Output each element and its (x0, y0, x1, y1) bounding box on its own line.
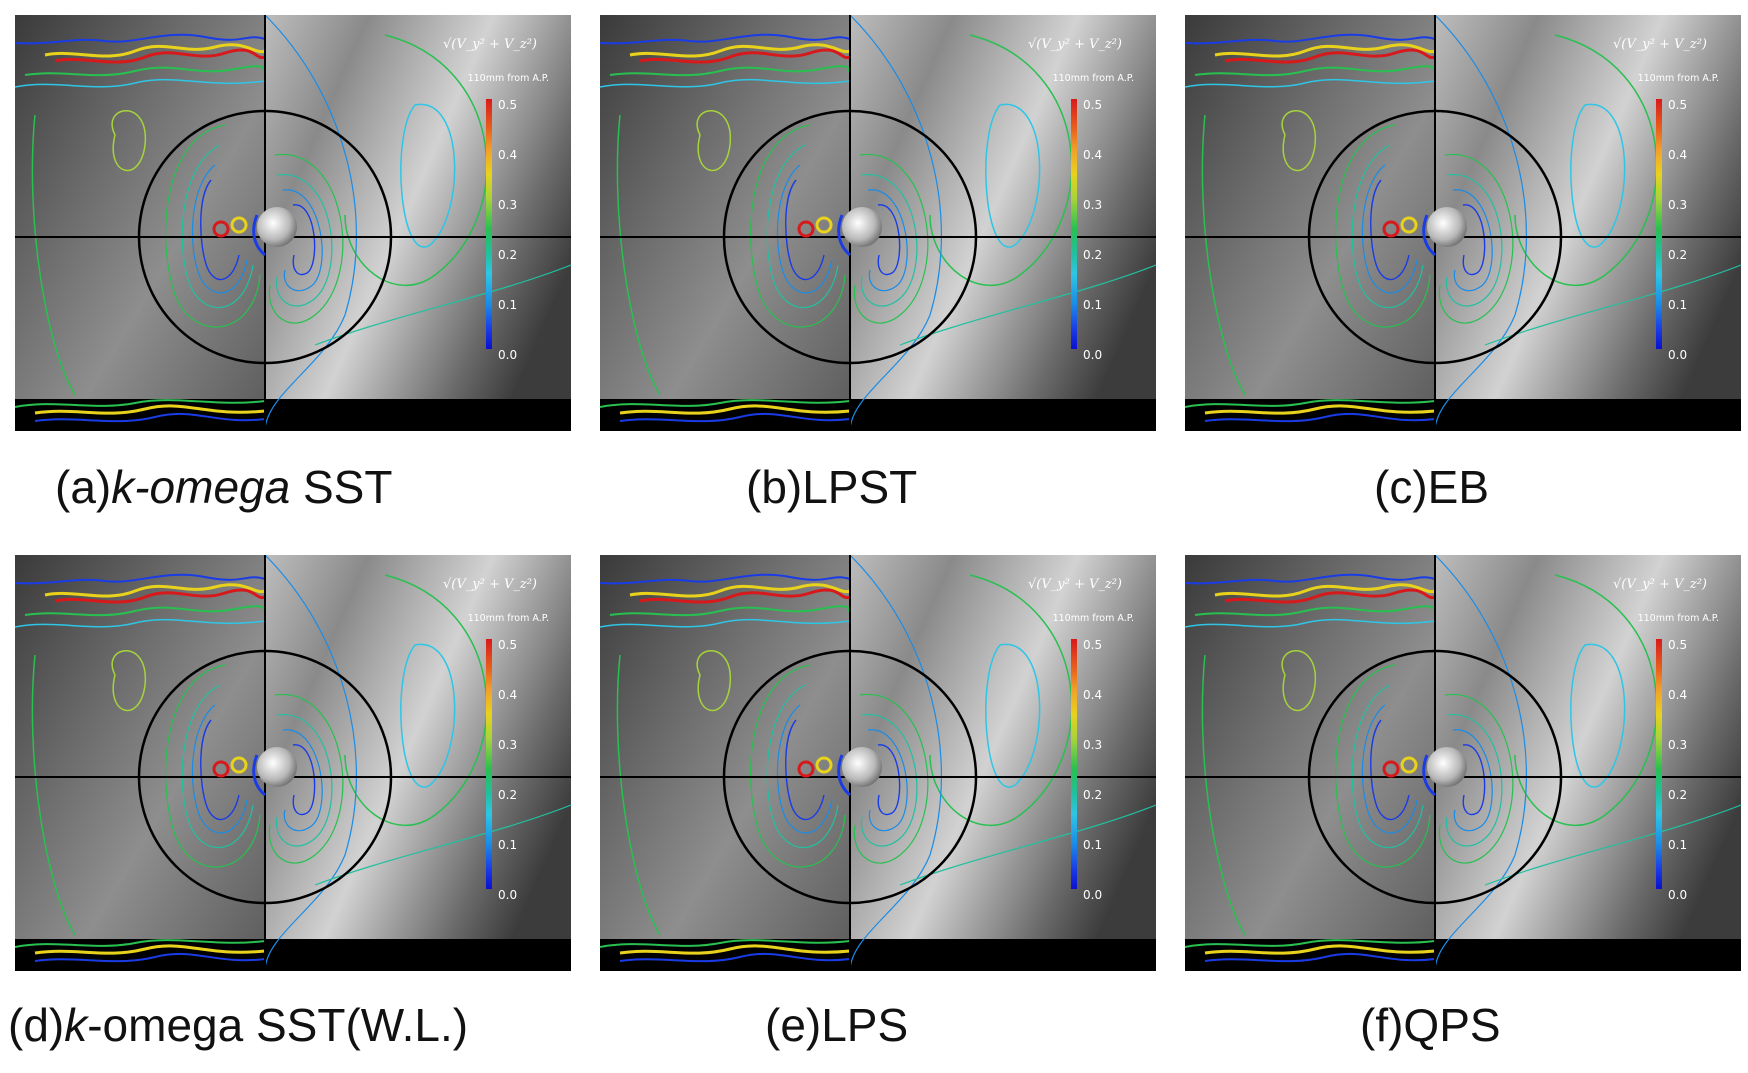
contour-plot: √(V_y² + V_z²) 110mm from A.P. 0.5 0.4 0… (1185, 555, 1741, 971)
colorbar-tick: 0.0 (1083, 888, 1103, 902)
velocity-contour-field (15, 15, 571, 431)
colorbar-tick: 0.3 (1083, 198, 1103, 212)
panel-a: √(V_y² + V_z²) 110mm from A.P. 0.5 0.4 0… (15, 15, 571, 431)
colorbar-tick: 0.1 (498, 838, 518, 852)
formula-label: √(V_y² + V_z²) (1028, 37, 1122, 52)
colorbar-tick: 0.5 (1668, 638, 1688, 652)
caption-a: (a)k-omega SST (55, 461, 393, 513)
formula-label: √(V_y² + V_z²) (1028, 577, 1122, 592)
colorbar (486, 99, 492, 349)
caption-d: (d)k-omega SST(W.L.) (8, 999, 469, 1051)
velocity-contour-field (15, 555, 571, 971)
panel-f: √(V_y² + V_z²) 110mm from A.P. 0.5 0.4 0… (1185, 555, 1741, 971)
colorbar (1656, 99, 1662, 349)
colorbar (1071, 99, 1077, 349)
contour-plot: √(V_y² + V_z²) 110mm from A.P. 0.5 0.4 0… (15, 555, 571, 971)
panel-d: √(V_y² + V_z²) 110mm from A.P. 0.5 0.4 0… (15, 555, 571, 971)
panel-b: √(V_y² + V_z²) 110mm from A.P. 0.5 0.4 0… (600, 15, 1156, 431)
velocity-contour-field (1185, 555, 1741, 971)
colorbar-tick: 0.1 (1668, 298, 1688, 312)
position-label: 110mm from A.P. (467, 613, 549, 624)
colorbar-tick: 0.1 (1083, 298, 1103, 312)
velocity-contour-field (600, 15, 1156, 431)
colorbar-tick: 0.2 (498, 788, 518, 802)
colorbar-tick: 0.5 (498, 638, 518, 652)
colorbar-tick: 0.4 (498, 688, 518, 702)
contour-plot: √(V_y² + V_z²) 110mm from A.P. 0.5 0.4 0… (15, 15, 571, 431)
colorbar-tick: 0.4 (1083, 148, 1103, 162)
colorbar-tick: 0.0 (1668, 348, 1688, 362)
position-label: 110mm from A.P. (467, 73, 549, 84)
colorbar-tick: 0.4 (498, 148, 518, 162)
colorbar-tick: 0.3 (498, 738, 518, 752)
colorbar-tick: 0.2 (1668, 248, 1688, 262)
caption-e: (e)LPS (765, 999, 909, 1051)
colorbar-tick: 0.2 (1083, 248, 1103, 262)
position-label: 110mm from A.P. (1052, 73, 1134, 84)
colorbar-tick: 0.0 (498, 888, 518, 902)
colorbar-tick: 0.5 (1083, 638, 1103, 652)
formula-label: √(V_y² + V_z²) (1613, 577, 1707, 592)
colorbar-tick: 0.0 (1668, 888, 1688, 902)
panel-e: √(V_y² + V_z²) 110mm from A.P. 0.5 0.4 0… (600, 555, 1156, 971)
colorbar (1656, 639, 1662, 889)
colorbar-tick: 0.0 (498, 348, 518, 362)
colorbar-tick: 0.4 (1668, 148, 1688, 162)
colorbar (1071, 639, 1077, 889)
colorbar-tick: 0.3 (1668, 738, 1688, 752)
formula-label: √(V_y² + V_z²) (443, 37, 537, 52)
velocity-contour-field (600, 555, 1156, 971)
colorbar-tick: 0.5 (498, 98, 518, 112)
colorbar-tick: 0.1 (1083, 838, 1103, 852)
formula-label: √(V_y² + V_z²) (1613, 37, 1707, 52)
contour-plot: √(V_y² + V_z²) 110mm from A.P. 0.5 0.4 0… (600, 15, 1156, 431)
colorbar-tick: 0.2 (1668, 788, 1688, 802)
position-label: 110mm from A.P. (1637, 73, 1719, 84)
contour-plot: √(V_y² + V_z²) 110mm from A.P. 0.5 0.4 0… (1185, 15, 1741, 431)
colorbar-tick: 0.1 (498, 298, 518, 312)
formula-label: √(V_y² + V_z²) (443, 577, 537, 592)
position-label: 110mm from A.P. (1637, 613, 1719, 624)
colorbar-tick: 0.4 (1668, 688, 1688, 702)
position-label: 110mm from A.P. (1052, 613, 1134, 624)
colorbar-tick: 0.4 (1083, 688, 1103, 702)
colorbar-tick: 0.0 (1083, 348, 1103, 362)
panel-c: √(V_y² + V_z²) 110mm from A.P. 0.5 0.4 0… (1185, 15, 1741, 431)
colorbar-tick: 0.2 (1083, 788, 1103, 802)
caption-b: (b)LPST (746, 461, 918, 513)
colorbar-tick: 0.3 (1668, 198, 1688, 212)
colorbar-tick: 0.5 (1668, 98, 1688, 112)
colorbar-tick: 0.3 (498, 198, 518, 212)
caption-f: (f)QPS (1360, 999, 1501, 1051)
colorbar-tick: 0.1 (1668, 838, 1688, 852)
caption-c: (c)EB (1374, 461, 1489, 513)
colorbar-tick: 0.5 (1083, 98, 1103, 112)
colorbar-tick: 0.3 (1083, 738, 1103, 752)
colorbar (486, 639, 492, 889)
velocity-contour-field (1185, 15, 1741, 431)
contour-plot: √(V_y² + V_z²) 110mm from A.P. 0.5 0.4 0… (600, 555, 1156, 971)
colorbar-tick: 0.2 (498, 248, 518, 262)
